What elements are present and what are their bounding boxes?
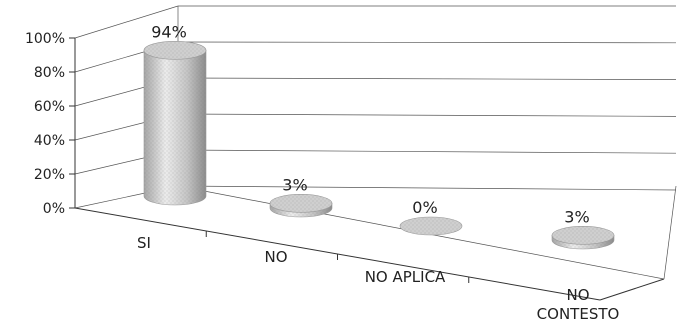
bar-no — [269, 194, 333, 218]
x-tick-label: NO APLICA — [365, 268, 446, 286]
data-label: 3% — [282, 175, 307, 194]
gridlines — [74, 5, 677, 209]
bar-no-aplica — [399, 216, 463, 236]
data-label: 0% — [412, 198, 437, 217]
gridline — [177, 41, 677, 44]
bar-top-texture — [270, 194, 332, 213]
y-tick-label: 100% — [25, 31, 65, 47]
y-tick-label: 80% — [34, 65, 65, 81]
y-tick-label: 0% — [43, 201, 65, 217]
gridline — [177, 113, 677, 117]
x-tick-label: SI — [137, 234, 151, 252]
bar-no-contesto — [551, 226, 615, 250]
bar-si — [143, 40, 207, 206]
bars — [143, 40, 615, 250]
floor-right-edge — [599, 278, 665, 301]
gridline — [177, 185, 677, 191]
x-tick-label: CONTESTO — [537, 305, 620, 323]
data-label: 3% — [564, 207, 589, 226]
data-label: 94% — [151, 22, 187, 41]
right-wall-edge — [663, 185, 677, 280]
bar-top-texture — [400, 217, 462, 235]
y-tick-label: 40% — [34, 133, 65, 149]
side-gridline — [74, 5, 179, 39]
bar-top-texture — [552, 226, 614, 245]
bar-texture — [144, 50, 206, 205]
x-tick-label: NO — [566, 286, 589, 304]
gridline — [177, 77, 677, 80]
y-tick-label: 60% — [34, 99, 65, 115]
axes — [69, 6, 677, 301]
gridline — [177, 149, 677, 154]
labels: 0% 20% 40% 60% 80% 100% 94% SI 3% NO 0% NO APLICA 3%… — [25, 22, 619, 323]
bar-top-texture — [144, 41, 206, 60]
y-tick-label: 20% — [34, 167, 65, 183]
x-tick-label: NO — [264, 248, 287, 266]
